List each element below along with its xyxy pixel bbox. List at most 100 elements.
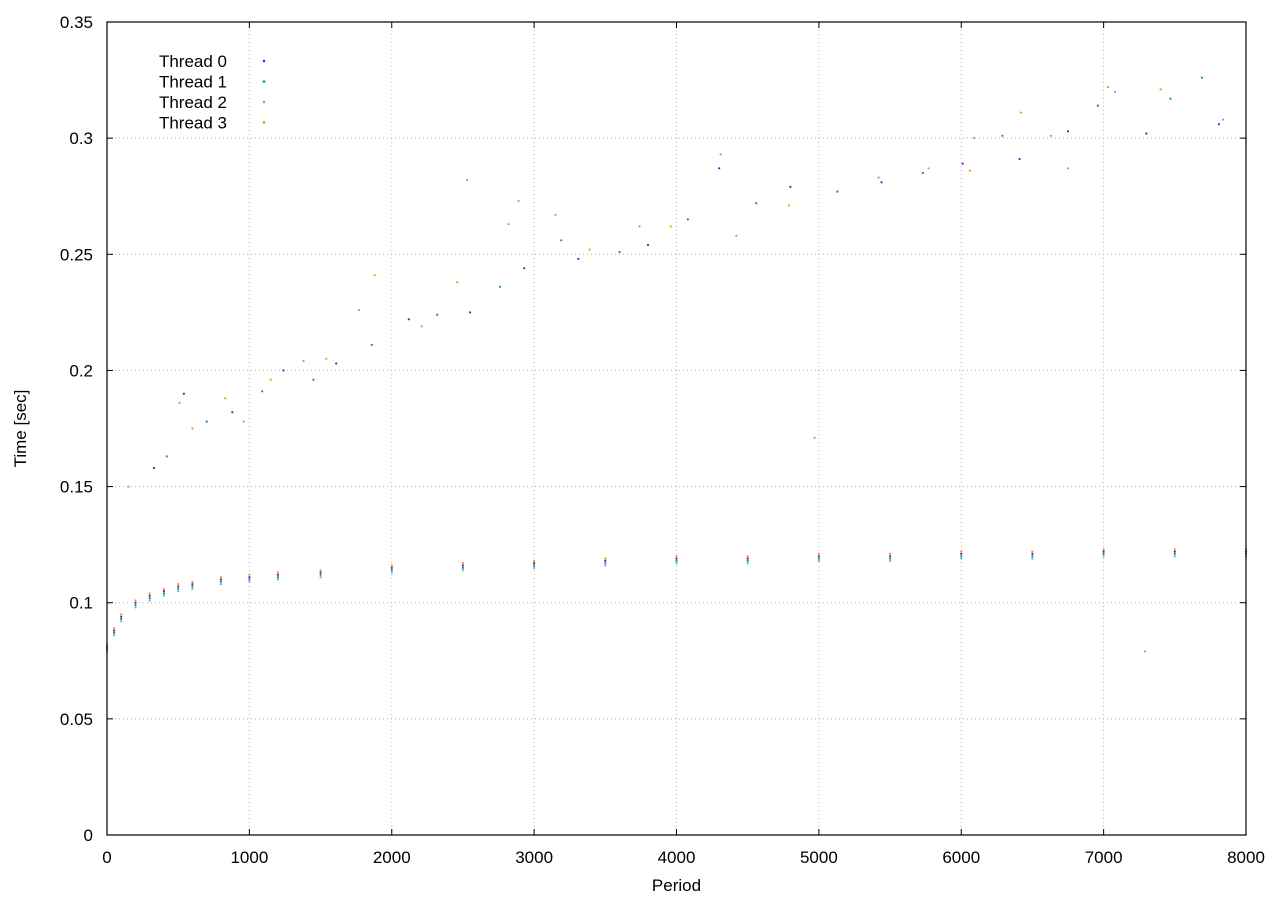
data-point bbox=[560, 239, 563, 242]
data-point bbox=[1096, 104, 1099, 107]
data-point bbox=[554, 213, 557, 216]
data-point bbox=[134, 603, 137, 607]
data-point bbox=[282, 369, 285, 372]
data-point bbox=[1019, 111, 1023, 114]
data-point bbox=[1102, 555, 1105, 558]
data-point bbox=[248, 578, 251, 581]
data-point bbox=[1217, 123, 1220, 126]
data-point bbox=[205, 420, 208, 423]
data-point bbox=[191, 585, 194, 588]
data-point bbox=[675, 555, 678, 558]
series-0 bbox=[105, 123, 1248, 648]
x-tick-label: 5000 bbox=[800, 848, 838, 867]
data-point bbox=[755, 202, 758, 205]
data-point bbox=[604, 564, 607, 567]
data-point bbox=[261, 390, 264, 393]
data-point bbox=[604, 562, 607, 565]
gridlines bbox=[107, 22, 1246, 835]
data-point bbox=[461, 564, 464, 567]
data-point bbox=[134, 599, 137, 602]
data-point bbox=[889, 555, 892, 558]
data-point bbox=[276, 578, 279, 581]
x-axis: 0 1000 2000 3000 4000 5000 6000 7000 8000 bbox=[102, 22, 1265, 867]
data-point bbox=[1031, 557, 1034, 560]
data-point bbox=[604, 559, 607, 563]
data-point bbox=[533, 566, 536, 570]
x-tick-label: 0 bbox=[102, 848, 111, 867]
data-point bbox=[219, 583, 222, 586]
data-point bbox=[880, 181, 883, 184]
data-point bbox=[817, 557, 821, 560]
data-point bbox=[219, 580, 222, 583]
data-point bbox=[191, 587, 194, 590]
y-tick-label: 0.35 bbox=[60, 13, 93, 32]
data-point bbox=[675, 557, 678, 560]
data-point bbox=[889, 559, 892, 563]
data-point bbox=[787, 204, 791, 207]
data-point bbox=[390, 566, 393, 570]
data-point bbox=[248, 573, 251, 576]
data-point bbox=[1102, 548, 1105, 551]
data-point bbox=[604, 557, 607, 560]
data-point bbox=[889, 557, 892, 560]
data-point bbox=[461, 562, 464, 565]
y-tick-label: 0.2 bbox=[69, 361, 93, 380]
data-point bbox=[746, 555, 749, 558]
data-point bbox=[817, 559, 821, 563]
data-point bbox=[191, 427, 194, 430]
data-point bbox=[120, 613, 123, 616]
data-point bbox=[1143, 650, 1146, 653]
data-point bbox=[927, 167, 930, 170]
data-point bbox=[113, 634, 116, 637]
data-point bbox=[889, 552, 892, 556]
data-point bbox=[686, 218, 690, 221]
data-point bbox=[1106, 85, 1109, 89]
y-tick-label: 0.15 bbox=[60, 478, 93, 497]
legend-marker bbox=[262, 121, 266, 124]
data-point bbox=[1173, 548, 1176, 551]
data-point bbox=[960, 555, 963, 558]
data-point bbox=[1049, 134, 1052, 137]
x-tick-label: 6000 bbox=[942, 848, 980, 867]
data-point bbox=[242, 420, 245, 423]
data-point bbox=[789, 185, 792, 188]
data-point bbox=[134, 606, 137, 609]
data-point bbox=[836, 190, 839, 193]
data-point bbox=[507, 223, 510, 226]
data-point bbox=[177, 585, 180, 588]
y-tick-label: 0.25 bbox=[60, 245, 93, 264]
data-point bbox=[746, 557, 749, 560]
data-point bbox=[325, 357, 328, 360]
x-axis-title: Period bbox=[652, 876, 701, 895]
data-point bbox=[148, 592, 151, 595]
data-point bbox=[456, 281, 459, 284]
data-point bbox=[960, 557, 963, 560]
data-point bbox=[813, 436, 816, 439]
data-point bbox=[1159, 88, 1162, 91]
data-point bbox=[1113, 90, 1117, 93]
data-point bbox=[466, 178, 469, 182]
data-point bbox=[127, 485, 130, 488]
data-point bbox=[407, 318, 410, 321]
legend-label: Thread 1 bbox=[159, 73, 227, 92]
data-point bbox=[165, 455, 168, 458]
data-point bbox=[302, 360, 305, 363]
x-tick-label: 3000 bbox=[515, 848, 553, 867]
data-point bbox=[533, 559, 536, 563]
data-point bbox=[577, 257, 580, 260]
data-point bbox=[219, 578, 222, 581]
legend-marker bbox=[262, 59, 266, 63]
y-tick-label: 0 bbox=[84, 826, 93, 845]
data-point bbox=[1066, 130, 1070, 133]
data-point bbox=[1222, 118, 1225, 121]
data-point bbox=[269, 378, 272, 381]
data-point bbox=[960, 552, 963, 556]
legend-marker bbox=[262, 80, 266, 83]
data-point bbox=[973, 137, 976, 140]
data-point bbox=[177, 583, 180, 586]
data-point bbox=[177, 587, 180, 590]
data-point bbox=[1200, 76, 1203, 79]
data-point bbox=[390, 569, 393, 572]
